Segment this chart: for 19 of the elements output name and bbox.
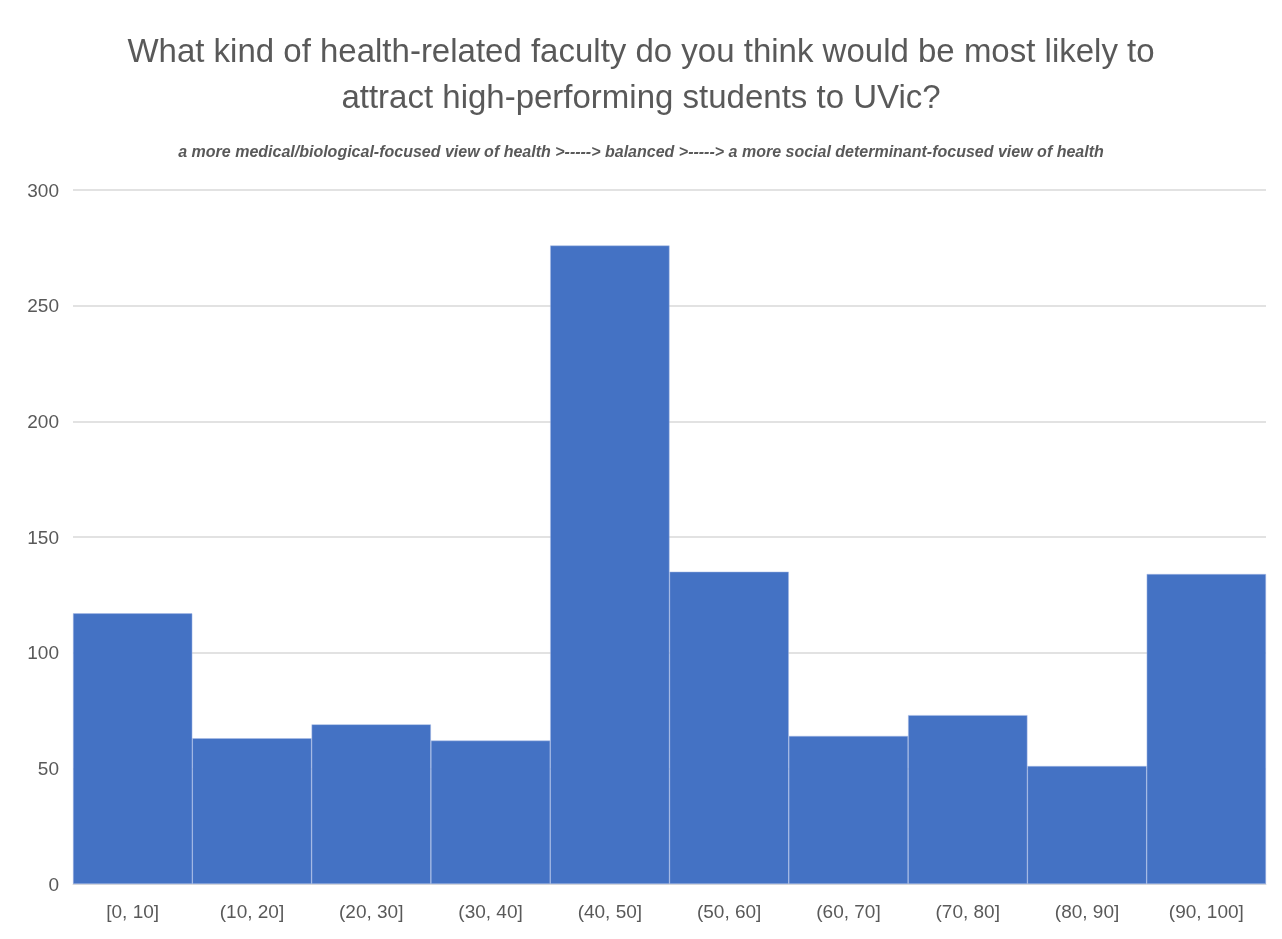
x-tick-label: (80, 90]	[1054, 901, 1120, 922]
x-tick-label: (50, 60]	[696, 901, 762, 922]
y-tick-label: 0	[48, 873, 59, 895]
x-tick-label: (40, 50]	[577, 901, 643, 922]
chart-title: What kind of health-related faculty do you think would be most likely to attract high-performing students to UVic?	[127, 31, 1155, 115]
y-tick-label: 50	[37, 757, 59, 779]
y-tick-label: 300	[27, 179, 59, 201]
x-tick-label: (90, 100]	[1168, 901, 1244, 922]
y-tick-label: 250	[27, 295, 59, 317]
x-tick-label: (60, 70]	[816, 901, 881, 922]
chart-subtitle: a more medical/biological-focused view of health >-----> balanced >-----> a more social determinant-focused view of health	[178, 142, 1104, 160]
x-tick-label: (20, 30]	[339, 901, 404, 922]
x-tick-label: (30, 40]	[458, 901, 523, 922]
y-tick-label: 150	[27, 526, 59, 548]
x-tick-label: [0, 10]	[106, 901, 160, 922]
y-tick-label: 200	[27, 410, 59, 432]
x-tick-label: (10, 20]	[219, 901, 285, 922]
y-tick-label: 100	[27, 642, 59, 664]
x-tick-label: (70, 80]	[935, 901, 1000, 922]
